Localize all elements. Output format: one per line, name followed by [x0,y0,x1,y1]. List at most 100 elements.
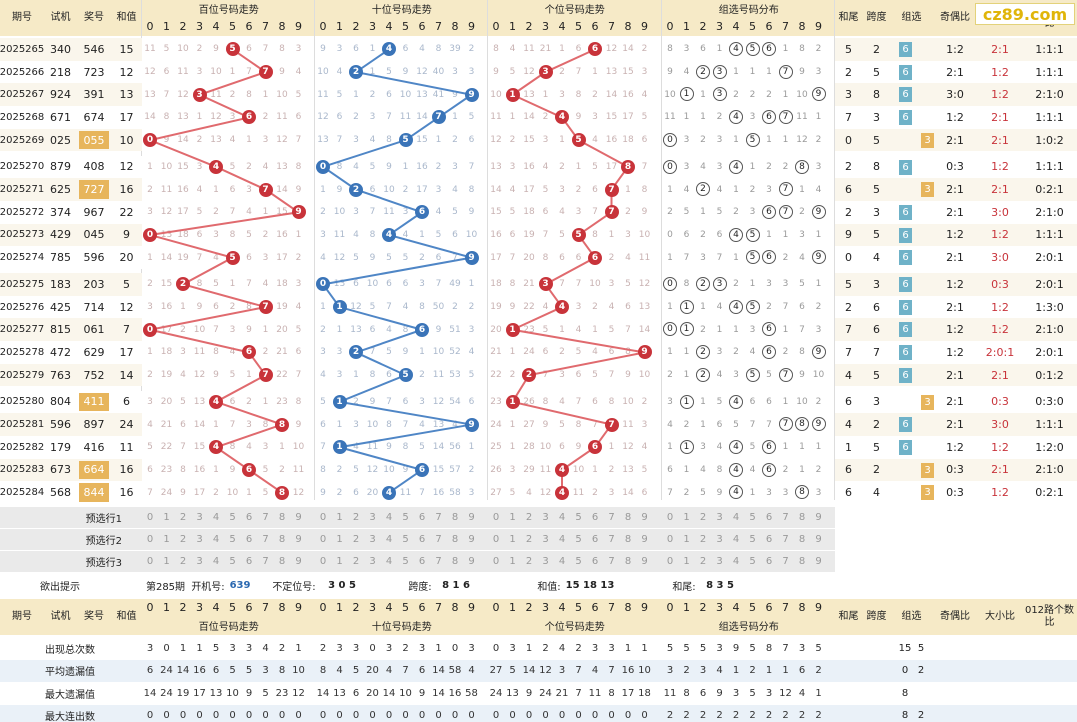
miss-value: 6 [353,279,359,290]
miss-value: 3 [799,229,805,240]
group-mark: 7 [778,367,793,382]
ball-units: 1 [505,87,520,102]
stats-value: 5 [352,665,360,676]
route-cell: 0:2:1 [1035,486,1064,500]
miss-value: 5 [147,442,153,453]
preselect-digit: 8 [278,556,286,567]
preselect-digit: 8 [451,556,459,567]
miss-value: 6 [402,279,409,290]
big-small-cell: 1:2 [991,486,1009,500]
stats-value: 5 [666,642,674,654]
miss-value: 53 [449,370,461,381]
stats-value: 9 [732,642,740,654]
miss-value: 1 [782,89,789,100]
route-cell: 2:1:0 [1035,205,1064,219]
miss-value: 3 [766,487,772,498]
ball-tens: 6 [415,462,429,477]
ball-units: 4 [555,462,569,477]
miss-value: 8 [667,44,673,55]
group-mark: 6 [762,345,776,360]
miss-value: 2 [700,135,706,146]
ball-hundreds: 6 [242,345,256,360]
header-digit: 8 [624,19,632,33]
miss-value: 10 [465,229,478,240]
miss-value: 20 [276,324,288,335]
stats-value: 8 [278,665,286,676]
miss-value: 5 [509,207,516,218]
miss-value: 5 [799,279,805,290]
miss-value: 9 [402,464,409,475]
miss-value: 6 [641,487,648,498]
preselect-digit: 2 [699,534,707,545]
tail-cell: 2 [845,160,852,174]
preselect-digit: 3 [542,556,549,567]
preselect-digit: 5 [402,556,409,567]
span-cell: 5 [873,133,880,147]
row-right-bg [835,318,1077,342]
ball-hundreds: 7 [258,65,273,80]
miss-value: 3 [815,161,822,172]
trial-cell: 804 [50,395,71,409]
preselect-digit: 1 [509,534,516,545]
header-digit: 8 [798,19,806,33]
miss-value: 3 [262,252,269,263]
preselect-digit: 1 [163,512,170,523]
route-cell: 2:0:1 [1035,277,1064,291]
miss-value: 4 [815,184,822,195]
miss-value: 27 [490,487,502,498]
header-digit: 6 [765,19,773,33]
miss-value: 20 [523,252,535,263]
miss-value: 28 [523,442,535,453]
stats-value: 23 [275,687,289,699]
miss-value: 1 [700,419,706,430]
miss-value: 4 [353,161,359,172]
miss-value: 4 [592,347,598,358]
period-cell: 2025282 [0,441,44,453]
bottom-section-3: 组选号码分布 [718,622,779,633]
stats-value: 0 [385,710,393,721]
miss-value: 1 [700,302,706,313]
stats-value: 9 [716,687,723,699]
miss-value: 14 [638,324,651,335]
miss-value: 2 [419,252,425,263]
miss-value: 18 [177,229,189,240]
miss-value: 4 [542,302,549,313]
bottom-digit: 7 [435,601,442,614]
preselect-digit: 0 [319,556,327,567]
group-mark: 9 [811,345,826,360]
preselect-digit: 8 [624,556,632,567]
miss-value: 15 [523,135,535,146]
miss-value: 6 [295,112,302,123]
miss-value: 7 [402,419,409,430]
stats-value: 0 [608,710,615,721]
miss-value: 1 [700,112,706,123]
miss-value: 12 [292,487,305,498]
stats-value: 6 [352,687,360,699]
ball-units: 6 [588,250,602,265]
stats-value: 3 [385,642,393,654]
preselect-digit: 7 [262,512,269,523]
miss-value: 1 [749,487,756,498]
miss-value: 9 [435,324,442,335]
stats-value: 2 [683,710,690,721]
miss-value: 1 [213,184,219,195]
prize-cell: 674 [83,110,105,124]
stats-row-bg [0,682,1077,704]
preselect-digit: 7 [608,534,615,545]
route-cell: 0:1:2 [1035,368,1064,382]
miss-value: 7 [229,207,236,218]
stats-value: 10 [292,665,305,676]
miss-value: 4 [246,207,252,218]
miss-value: 13 [276,161,288,172]
miss-value: 23 [523,324,535,335]
group-mark: 6 [762,42,776,56]
miss-value: 1 [667,442,673,453]
stats-value: 2 [542,642,549,654]
route-cell: 1:2:0 [1035,440,1064,454]
preselect-digit: 7 [782,512,789,523]
preselect-digit: 7 [608,556,615,567]
miss-value: 4 [435,207,442,218]
ball-hundreds: 9 [291,205,306,220]
stats-value: 0 [146,710,154,721]
miss-value: 1 [295,229,302,240]
